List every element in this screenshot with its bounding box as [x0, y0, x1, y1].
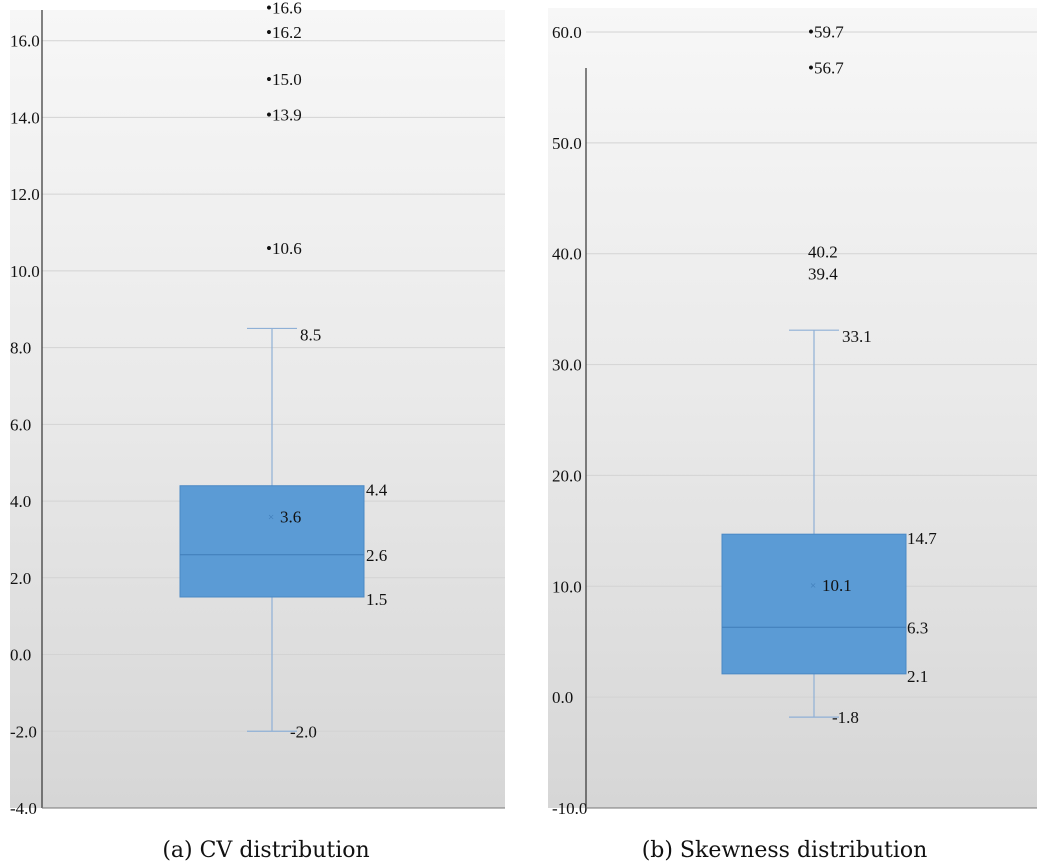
outlier-label: •10.6	[266, 239, 302, 258]
caption-cv: (a) CV distribution	[162, 838, 370, 863]
y-tick-label: -2.0	[10, 722, 37, 741]
outlier-label: •16.2	[266, 23, 302, 42]
q3-label: 4.4	[366, 481, 388, 500]
y-tick-label: 6.0	[10, 415, 31, 434]
y-tick-label: 14.0	[10, 108, 40, 127]
y-tick-label: 2.0	[10, 569, 31, 588]
median-label: 2.6	[366, 546, 387, 565]
upper-whisker-label: 8.5	[300, 325, 321, 344]
y-tick-label: -4.0	[10, 799, 37, 818]
caption-skewness: (b) Skewness distribution	[641, 838, 928, 863]
y-tick-label: 8.0	[10, 339, 31, 358]
y-tick-label: 10.0	[10, 262, 40, 281]
iqr-box	[179, 485, 365, 598]
mean-marker: ×	[268, 511, 274, 523]
y-tick-label: 12.0	[10, 185, 40, 204]
outlier-label: •15.0	[266, 70, 302, 89]
lower-whisker-label: -2.0	[290, 722, 317, 741]
outlier-label: •16.6	[266, 0, 302, 18]
y-tick-label: 16.0	[10, 32, 40, 51]
q1-label: 1.5	[366, 590, 387, 609]
y-tick-label: 4.0	[10, 492, 31, 511]
outlier-label: •13.9	[266, 105, 302, 124]
y-tick-label: 0.0	[10, 646, 31, 665]
plot-background	[10, 10, 505, 808]
mean-label: 3.6	[280, 507, 301, 526]
